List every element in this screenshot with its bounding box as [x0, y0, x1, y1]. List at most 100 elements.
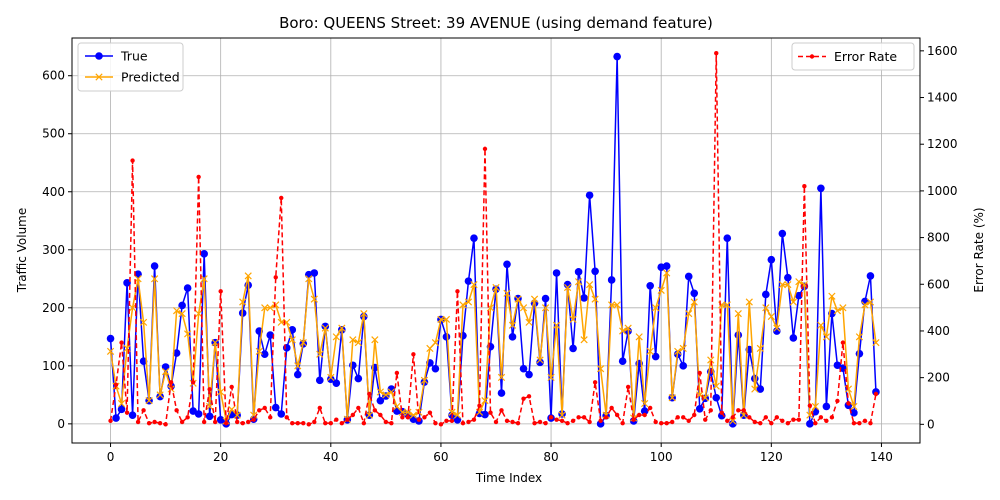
- point-predicted: [404, 408, 412, 416]
- point-error-rate: [223, 420, 229, 426]
- point-true: [200, 250, 208, 258]
- point-predicted: [652, 304, 660, 312]
- point-error-rate: [570, 418, 576, 424]
- legend-marker-true: [95, 52, 103, 60]
- point-error-rate: [681, 415, 686, 420]
- point-error-rate: [323, 420, 328, 426]
- point-true: [387, 385, 396, 393]
- point-predicted: [239, 298, 247, 306]
- point-error-rate: [851, 420, 857, 426]
- point-predicted: [646, 347, 654, 355]
- point-error-rate: [174, 408, 179, 413]
- point-true: [773, 327, 781, 335]
- point-predicted: [552, 321, 561, 329]
- point-error-rate: [471, 417, 477, 422]
- point-true: [618, 357, 627, 365]
- point-predicted: [139, 318, 148, 326]
- point-error-rate: [361, 420, 367, 426]
- point-predicted: [778, 280, 786, 289]
- point-error-rate: [873, 391, 879, 397]
- point-predicted: [850, 402, 858, 411]
- point-predicted: [503, 289, 511, 297]
- point-true: [260, 350, 269, 359]
- point-true: [271, 403, 280, 412]
- point-true: [172, 349, 181, 357]
- point-true: [205, 412, 214, 421]
- point-error-rate: [372, 408, 378, 413]
- point-error-rate: [603, 415, 609, 420]
- point-true: [376, 396, 385, 405]
- point-true: [806, 420, 814, 428]
- legend-left-box: [77, 42, 184, 92]
- point-error-rate: [190, 380, 196, 385]
- point-predicted: [211, 338, 219, 347]
- point-predicted: [608, 301, 616, 309]
- point-predicted: [811, 402, 820, 411]
- point-predicted: [299, 338, 307, 347]
- point-error-rate: [499, 408, 504, 413]
- point-error-rate: [251, 417, 256, 422]
- point-error-rate: [488, 410, 493, 415]
- point-true: [525, 370, 533, 379]
- point-error-rate: [229, 384, 234, 390]
- point-true: [470, 234, 478, 242]
- point-true: [216, 415, 225, 424]
- y2-tick-label: 400: [927, 324, 950, 338]
- point-predicted: [327, 373, 335, 382]
- point-predicted: [398, 408, 407, 416]
- point-true: [596, 420, 605, 428]
- point-predicted: [723, 301, 731, 309]
- point-predicted: [641, 399, 649, 408]
- point-true: [354, 374, 363, 383]
- y2-tick-label: 1000: [927, 184, 958, 198]
- point-predicted: [569, 315, 577, 324]
- point-error-rate: [405, 415, 411, 420]
- point-error-rate: [532, 420, 537, 426]
- point-error-rate: [416, 417, 422, 422]
- point-error-rate: [675, 415, 680, 420]
- point-error-rate: [840, 340, 846, 345]
- y2-tick-label: 0: [927, 417, 935, 431]
- point-error-rate: [317, 405, 322, 411]
- point-error-rate: [625, 384, 631, 390]
- point-error-rate: [328, 420, 334, 426]
- y-axis-label: Traffic Volume: [15, 208, 29, 294]
- point-true: [756, 385, 765, 393]
- point-predicted: [184, 330, 192, 338]
- point-predicted: [663, 269, 671, 277]
- point-predicted: [872, 338, 880, 347]
- legend-right-box: [791, 42, 915, 71]
- point-error-rate: [422, 415, 427, 420]
- point-predicted: [596, 365, 605, 373]
- point-true: [431, 364, 440, 373]
- point-predicted: [106, 347, 115, 355]
- point-error-rate: [565, 420, 570, 426]
- legend-marker-error-rate: [809, 54, 815, 59]
- point-true: [194, 410, 203, 418]
- point-true: [850, 409, 858, 417]
- point-error-rate: [824, 418, 829, 424]
- point-error-rate: [807, 403, 813, 408]
- point-predicted: [393, 402, 401, 411]
- point-predicted: [217, 388, 225, 396]
- point-true: [282, 344, 291, 352]
- point-predicted: [459, 301, 467, 309]
- y-tick-label: 400: [42, 185, 65, 199]
- point-predicted: [530, 295, 539, 303]
- point-true: [277, 410, 286, 418]
- point-error-rate: [438, 422, 444, 427]
- series-line-predicted: [109, 272, 877, 422]
- point-true: [591, 267, 599, 276]
- point-predicted: [128, 304, 137, 312]
- point-error-rate: [212, 419, 218, 425]
- point-predicted: [866, 298, 875, 306]
- point-predicted: [536, 356, 544, 364]
- x-tick-label: 140: [870, 450, 893, 464]
- point-error-rate: [559, 418, 565, 424]
- point-error-rate: [477, 403, 482, 408]
- point-error-rate: [515, 420, 521, 426]
- point-predicted: [734, 309, 742, 318]
- point-true: [321, 322, 330, 331]
- x-tick-label: 20: [213, 450, 228, 464]
- point-error-rate: [257, 408, 262, 413]
